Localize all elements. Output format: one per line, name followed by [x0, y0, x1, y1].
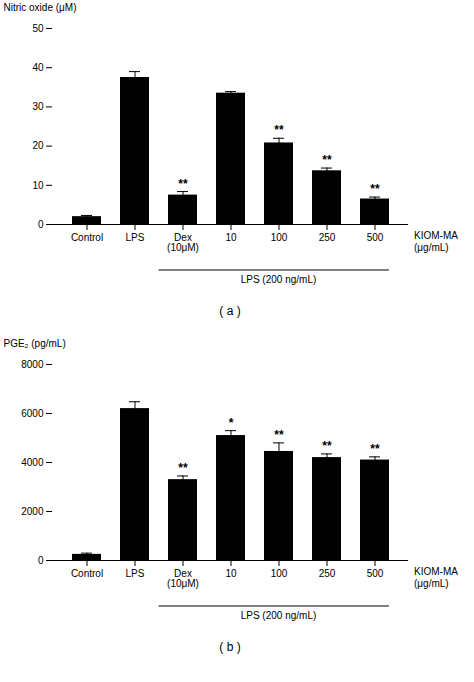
svg-text:10: 10 [225, 568, 237, 579]
svg-text:Control: Control [71, 568, 103, 579]
svg-text:PGE₂ (pg/mL): PGE₂ (pg/mL) [4, 338, 66, 349]
svg-text:100: 100 [271, 568, 288, 579]
svg-text:100: 100 [271, 232, 288, 243]
svg-text:KIOM-MA(μg/mL): KIOM-MA(μg/mL) [414, 230, 458, 253]
svg-text:40: 40 [32, 62, 44, 73]
svg-text:10: 10 [225, 232, 237, 243]
svg-text:20: 20 [32, 140, 44, 151]
svg-text:Dex(10μM): Dex(10μM) [167, 568, 199, 589]
svg-text:50: 50 [32, 23, 44, 34]
svg-text:**: ** [178, 177, 188, 191]
svg-text:250: 250 [319, 232, 336, 243]
svg-text:LPS (200 ng/mL): LPS (200 ng/mL) [241, 610, 317, 621]
svg-text:LPS: LPS [126, 568, 145, 579]
svg-text:6000: 6000 [21, 408, 44, 419]
svg-text:**: ** [370, 442, 380, 456]
svg-text:Control: Control [71, 232, 103, 243]
svg-text:4000: 4000 [21, 457, 44, 468]
svg-text:250: 250 [319, 568, 336, 579]
svg-text:8000: 8000 [21, 359, 44, 370]
svg-text:( b ): ( b ) [219, 640, 240, 654]
svg-text:LPS (200 ng/mL): LPS (200 ng/mL) [241, 274, 317, 285]
svg-text:**: ** [370, 182, 380, 196]
svg-text:Dex(10μM): Dex(10μM) [167, 232, 199, 253]
svg-text:**: ** [178, 461, 188, 475]
svg-text:( a ): ( a ) [219, 304, 240, 318]
svg-text:**: ** [274, 428, 284, 442]
svg-text:LPS: LPS [126, 232, 145, 243]
svg-text:Nitric oxide (μM): Nitric oxide (μM) [4, 2, 77, 13]
svg-text:**: ** [322, 153, 332, 167]
svg-text:**: ** [274, 123, 284, 137]
svg-text:KIOM-MA(μg/mL): KIOM-MA(μg/mL) [414, 566, 458, 589]
svg-text:2000: 2000 [21, 506, 44, 517]
svg-text:0: 0 [38, 219, 44, 230]
svg-text:500: 500 [367, 232, 384, 243]
svg-text:0: 0 [38, 555, 44, 566]
svg-text:30: 30 [32, 101, 44, 112]
svg-text:**: ** [322, 439, 332, 453]
svg-text:*: * [229, 416, 234, 430]
svg-text:10: 10 [32, 180, 44, 191]
svg-text:500: 500 [367, 568, 384, 579]
